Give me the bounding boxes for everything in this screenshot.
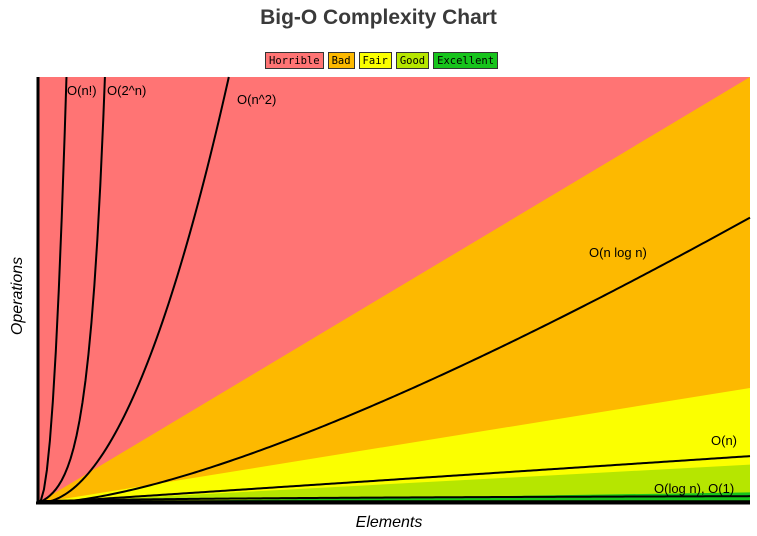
curve-quadratic <box>37 76 230 504</box>
curve-label-nlogn: O(n log n) <box>589 245 647 260</box>
curve-linear <box>37 455 751 504</box>
curve-label-factorial: O(n!) <box>67 83 97 98</box>
zones-layer <box>38 77 750 503</box>
zone-fair <box>38 387 750 503</box>
curve-exponential <box>37 76 106 504</box>
curve-label-quadratic: O(n^2) <box>237 92 276 107</box>
legend-item-excellent: Excellent <box>433 52 499 69</box>
curve-log <box>37 495 751 503</box>
legend-item-horrible: Horrible <box>265 52 324 69</box>
y-axis-label: Operations <box>9 257 26 335</box>
curve-label-log-constant: O(log n), O(1) <box>654 481 734 496</box>
zone-good <box>38 464 750 503</box>
legend-item-bad: Bad <box>327 52 355 69</box>
curve-label-linear: O(n) <box>711 433 737 448</box>
legend-item-good: Good <box>395 52 430 69</box>
chart-title: Big-O Complexity Chart <box>260 6 497 29</box>
zone-bad <box>38 77 750 503</box>
chart-legend: Horrible Bad Fair Good Excellent <box>265 52 499 69</box>
x-axis-label: Elements <box>356 514 423 531</box>
curve-label-exponential: O(2^n) <box>107 83 146 98</box>
curve-factorial <box>37 76 68 504</box>
legend-item-fair: Fair <box>358 52 392 69</box>
curve-nlogn <box>37 216 751 504</box>
axes-layer <box>36 77 750 505</box>
labels-layer: O(n!) O(2^n) O(n^2) O(n log n) O(n) O(lo… <box>67 83 737 496</box>
curves-layer <box>37 76 751 504</box>
